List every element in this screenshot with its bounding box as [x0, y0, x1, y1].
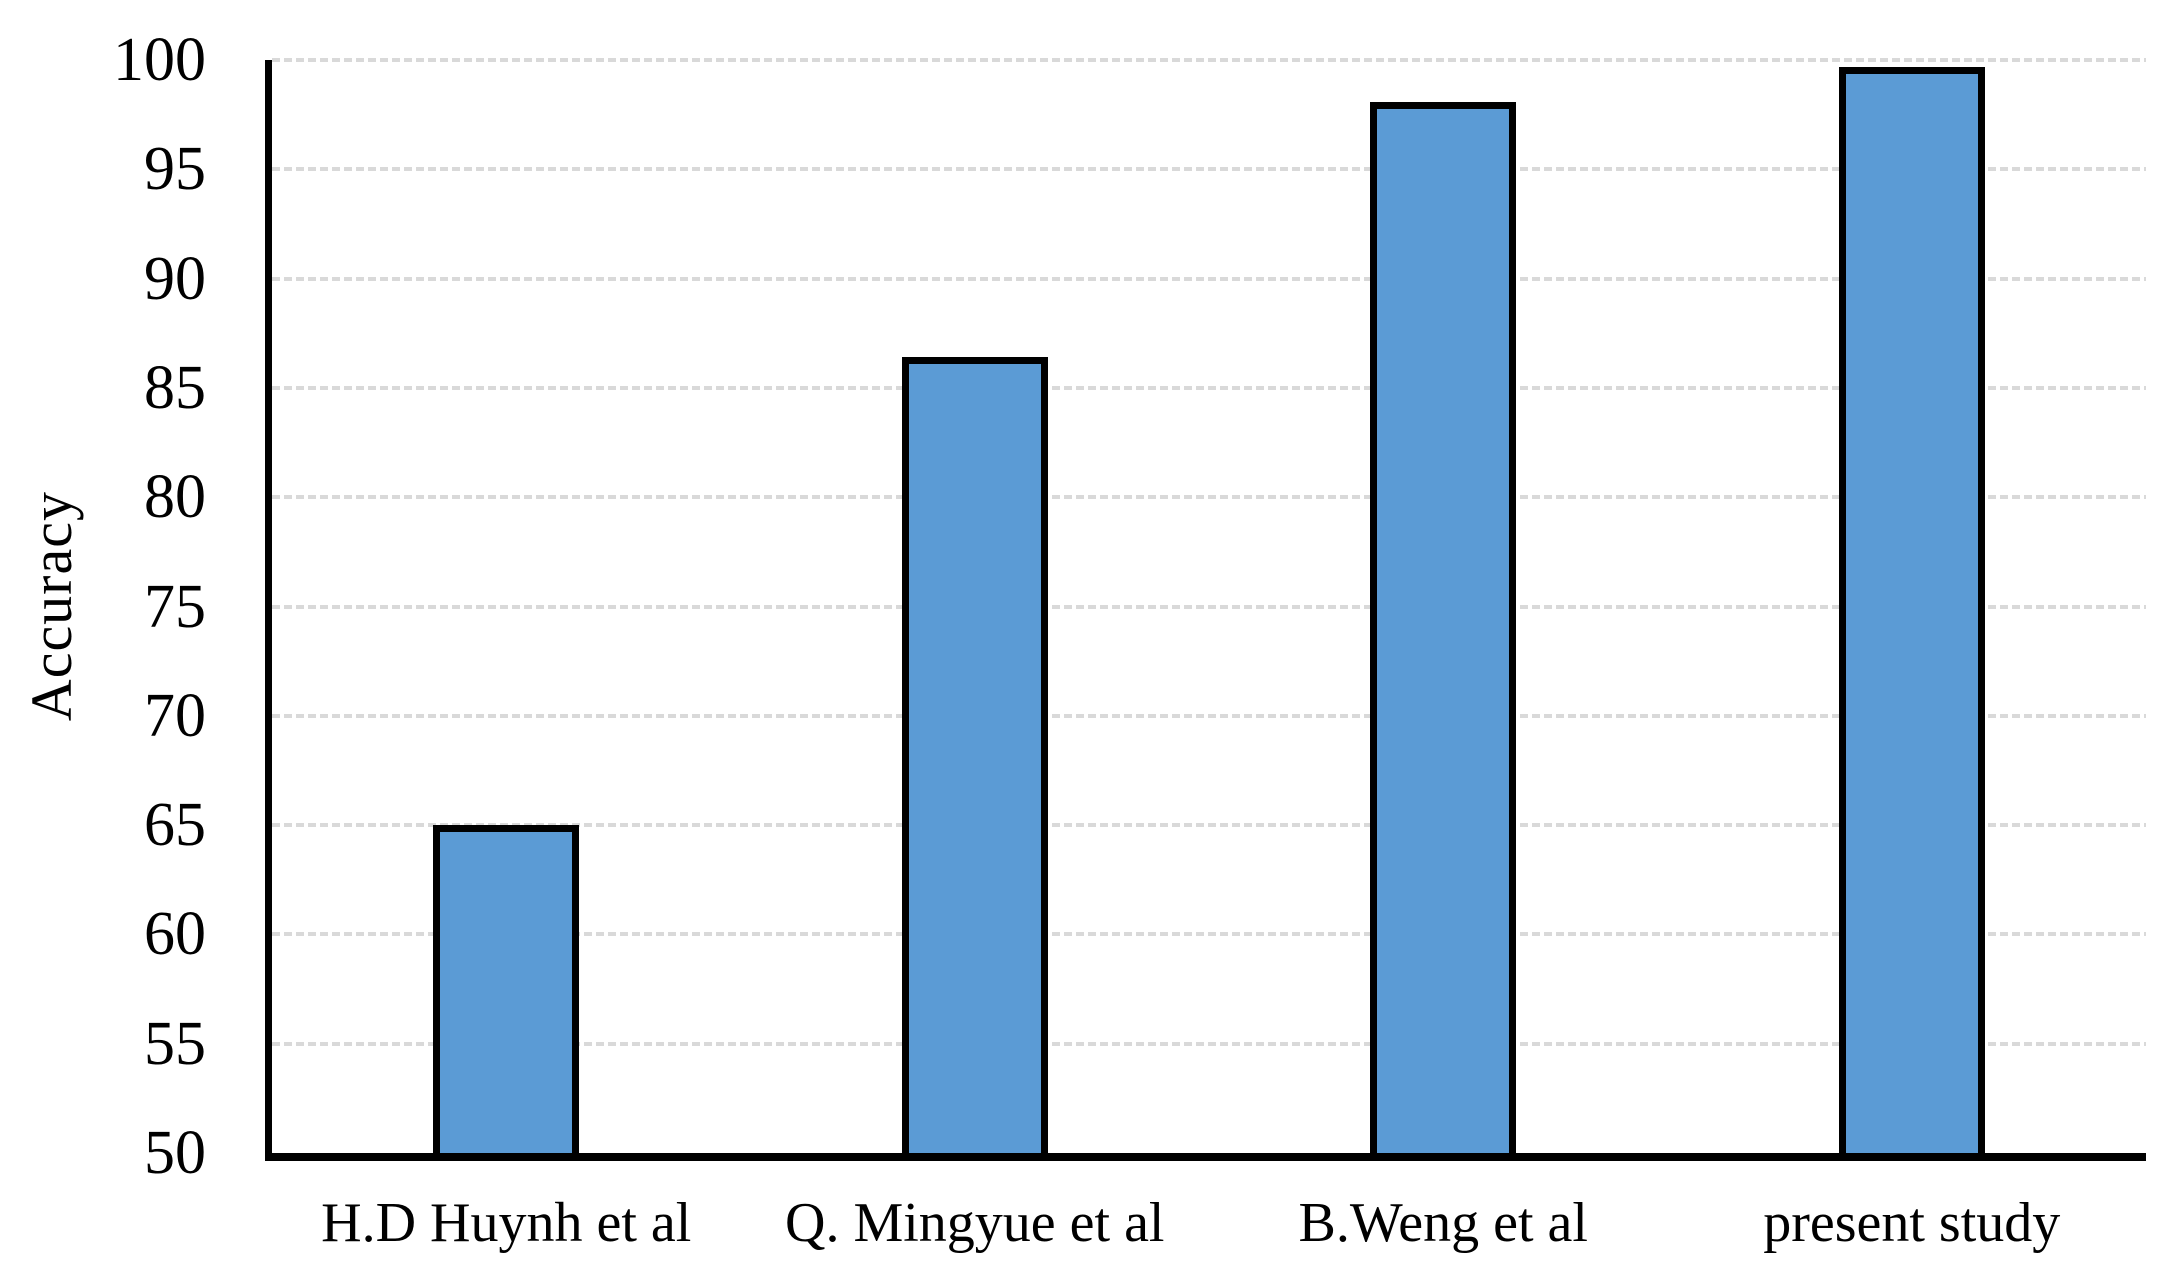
x-category-label: B.Weng et al: [1298, 1192, 1588, 1254]
y-tick-label: 60: [144, 900, 206, 969]
y-tick-label: 100: [113, 26, 206, 94]
bar: [433, 825, 580, 1153]
gridline: [272, 1041, 2146, 1046]
bar: [1370, 101, 1517, 1153]
x-category-label: Q. Mingyue et al: [785, 1192, 1165, 1254]
y-axis-title-wrap: Accuracy: [14, 60, 90, 1153]
gridline: [272, 58, 2146, 62]
y-tick-label: 95: [144, 135, 206, 204]
gridline: [272, 823, 2146, 828]
gridline: [272, 932, 2146, 937]
gridline: [272, 495, 2146, 500]
y-tick-label: 55: [144, 1009, 206, 1078]
plot-area: 50 55 60 65 70 75 80 85 90 95 100 H.D Huynh et al Q.…: [113, 29, 2146, 1251]
bar: [1838, 66, 1985, 1153]
gridline: [272, 713, 2146, 718]
y-tick-label: 90: [144, 244, 206, 313]
y-tick-label: 70: [144, 681, 206, 750]
x-category-label: present study: [1763, 1192, 2061, 1254]
bar: [901, 357, 1048, 1153]
y-tick-label: 85: [144, 353, 206, 422]
gridline: [272, 276, 2146, 281]
gridline: [272, 385, 2146, 390]
x-category-label: H.D Huynh et al: [321, 1192, 692, 1254]
y-tick-label: 50: [144, 1119, 206, 1187]
y-axis-title: Accuracy: [19, 491, 84, 722]
y-tick-label: 80: [144, 463, 206, 532]
y-tick-label: 75: [144, 572, 206, 641]
y-tick-label: 65: [144, 791, 206, 860]
gridline: [272, 167, 2146, 172]
gridline: [272, 604, 2146, 609]
